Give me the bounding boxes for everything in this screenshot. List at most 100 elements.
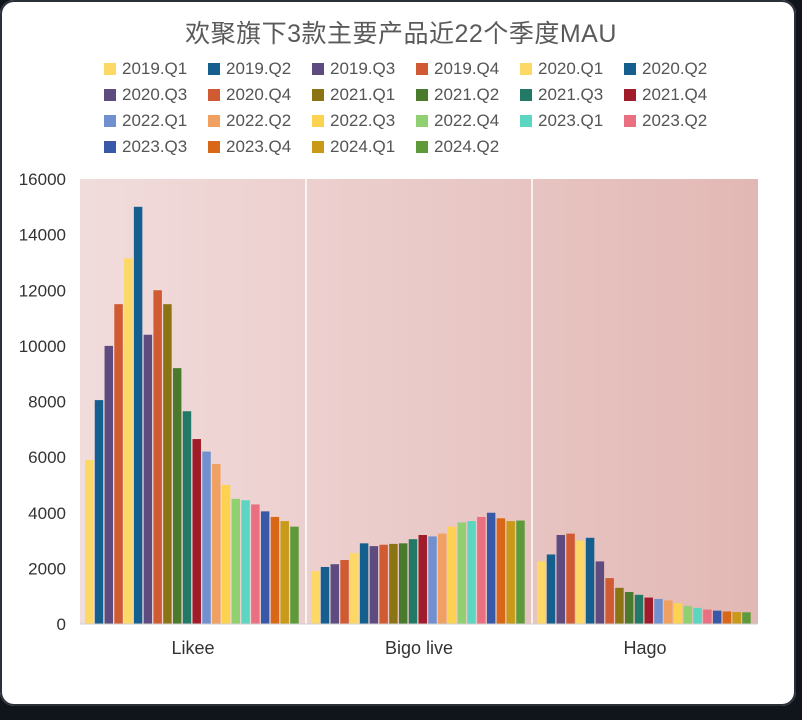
bar [85, 459, 94, 624]
legend-item[interactable]: 2019.Q3 [312, 58, 395, 80]
legend-item[interactable]: 2022.Q4 [416, 110, 499, 132]
y-tick-label: 16000 [19, 170, 66, 189]
x-category-label: Bigo live [385, 638, 453, 658]
y-tick-label: 14000 [19, 226, 66, 245]
bar [722, 611, 732, 624]
legend-swatch [520, 115, 532, 127]
legend-label: 2019.Q2 [226, 59, 292, 78]
y-tick-label: 8000 [28, 393, 66, 412]
legend-item[interactable]: 2019.Q2 [208, 58, 291, 80]
bar [496, 518, 506, 624]
legend-label: 2020.Q1 [538, 59, 604, 78]
y-tick-label: 12000 [19, 281, 66, 300]
legend-item[interactable]: 2023.Q2 [624, 110, 707, 132]
legend-item[interactable]: 2023.Q4 [208, 136, 291, 158]
legend-item[interactable]: 2021.Q3 [520, 84, 603, 106]
legend-item[interactable]: 2020.Q3 [104, 84, 187, 106]
legend-swatch [624, 63, 636, 75]
legend-label: 2024.Q2 [434, 137, 500, 156]
bar [94, 400, 104, 624]
legend-swatch [208, 89, 220, 101]
legend-item[interactable]: 2023.Q3 [104, 136, 187, 158]
legend-label: 2021.Q4 [642, 85, 708, 104]
bar [546, 554, 556, 624]
chart-plot: 0 2000 4000 6000 8000 10000 12000 14000 16000 Lik… [19, 170, 758, 658]
legend-label: 2022.Q2 [226, 111, 292, 130]
bar [260, 511, 270, 624]
legend-swatch [624, 89, 636, 101]
legend-item[interactable]: 2022.Q2 [208, 110, 291, 132]
legend-label: 2020.Q4 [226, 85, 292, 104]
legend-label: 2023.Q4 [226, 137, 292, 156]
bar [467, 521, 476, 624]
bar [624, 592, 634, 624]
legend-item[interactable]: 2020.Q2 [624, 58, 707, 80]
bar [350, 553, 359, 624]
bar [438, 533, 447, 624]
bar [133, 206, 143, 624]
y-tick-label: 2000 [28, 559, 66, 578]
bar [124, 258, 133, 624]
bar [486, 512, 496, 624]
bar [506, 521, 515, 624]
legend-label: 2021.Q2 [434, 85, 500, 104]
bar [634, 594, 644, 624]
bar [457, 522, 467, 624]
bar [270, 516, 280, 624]
bar [359, 543, 369, 624]
bar [290, 526, 299, 624]
bar [703, 609, 712, 624]
y-tick-label: 4000 [28, 504, 66, 523]
legend-swatch [624, 115, 636, 127]
x-category-label: Hago [623, 638, 666, 658]
legend-item[interactable]: 2021.Q2 [416, 84, 499, 106]
legend-label: 2020.Q2 [642, 59, 708, 78]
legend-swatch [208, 115, 220, 127]
legend-item[interactable]: 2022.Q1 [104, 110, 187, 132]
legend-item[interactable]: 2022.Q3 [312, 110, 395, 132]
bar [114, 304, 123, 624]
bar [585, 537, 595, 624]
bar [673, 603, 683, 624]
bar [477, 516, 486, 624]
bar [428, 536, 437, 624]
legend-item[interactable]: 2024.Q2 [416, 136, 499, 158]
bar [311, 571, 320, 624]
legend-item[interactable]: 2019.Q1 [104, 58, 187, 80]
bar [516, 520, 525, 624]
bar [104, 345, 114, 625]
legend-label: 2023.Q1 [538, 111, 604, 130]
bar [221, 484, 231, 624]
bar [732, 612, 741, 624]
bar [595, 561, 605, 624]
bar [664, 600, 673, 624]
legend-label: 2019.Q3 [330, 59, 396, 78]
legend-label: 2021.Q3 [538, 85, 604, 104]
bar [153, 290, 162, 624]
legend-swatch [312, 89, 324, 101]
legend-item[interactable]: 2021.Q4 [624, 84, 707, 106]
legend-item[interactable]: 2019.Q4 [416, 58, 499, 80]
bar [556, 535, 566, 624]
bar [389, 543, 398, 624]
x-category-label: Likee [171, 638, 214, 658]
legend-swatch [208, 63, 220, 75]
legend-item[interactable]: 2020.Q1 [520, 58, 603, 80]
bar [418, 535, 427, 624]
legend-swatch [416, 63, 428, 75]
legend-swatch [312, 115, 324, 127]
legend-swatch [104, 115, 116, 127]
y-tick-label: 0 [57, 615, 66, 634]
legend-label: 2022.Q1 [122, 111, 188, 130]
legend-item[interactable]: 2023.Q1 [520, 110, 603, 132]
bar [202, 451, 211, 624]
legend-swatch [104, 89, 116, 101]
legend-item[interactable]: 2020.Q4 [208, 84, 291, 106]
legend-item[interactable]: 2024.Q1 [312, 136, 395, 158]
legend-item[interactable]: 2021.Q1 [312, 84, 395, 106]
chart-frame: 欢聚旗下3款主要产品近22个季度MAU 2019.Q1 2019.Q2 2019.Q… [0, 0, 796, 706]
bar [212, 464, 221, 624]
legend-label: 2023.Q2 [642, 111, 708, 130]
bar [576, 540, 585, 624]
bar [683, 605, 693, 624]
